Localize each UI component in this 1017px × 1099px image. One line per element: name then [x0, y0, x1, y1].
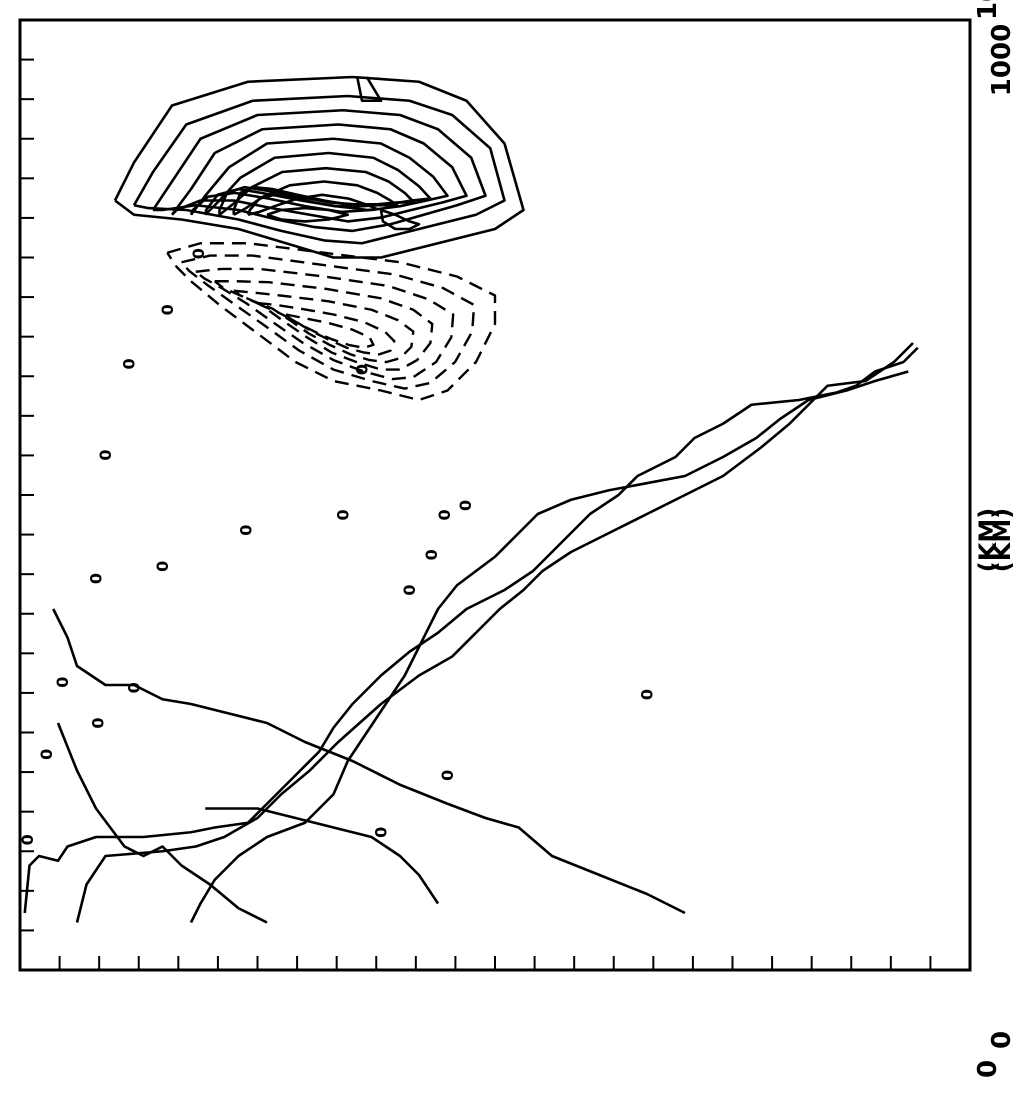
x-tick-label-max: 1000	[987, 24, 1017, 96]
contour-line-neg-5	[233, 289, 415, 364]
contour-label-zero: 0	[153, 561, 172, 572]
contour-line-pos-8	[232, 180, 400, 216]
contour-line-zero-right-lower	[205, 807, 440, 905]
y-axis-label: (KM)	[974, 508, 1002, 572]
tick-marks	[20, 58, 932, 970]
contour-line-pos-5	[189, 137, 449, 216]
contour-line-zero-left-edge	[23, 346, 919, 914]
x-tick-label-min: 0	[987, 1031, 1017, 1049]
contour-line-zero-second	[75, 342, 914, 923]
contour-line-pos-core-b	[379, 208, 421, 231]
contour-label-zero: 0	[88, 717, 107, 728]
contour-label-zero: 0	[37, 749, 56, 760]
contour-label-zero: 0	[125, 682, 144, 693]
contour-label-zero: 0	[638, 689, 657, 700]
contour-label-zero: 0	[456, 500, 475, 511]
y-tick-label-max: 1000	[973, 0, 1003, 20]
contour-line-zero-inner-trough	[189, 370, 909, 924]
contour-line-zero-right-upper	[52, 608, 686, 915]
contour-line-neg-3	[195, 267, 455, 381]
contour-line-pos-2	[132, 94, 506, 245]
contour-line-pos-core-a	[266, 206, 350, 223]
contour-label-zero: 0	[120, 358, 139, 369]
contour-line-pos-9	[246, 193, 379, 217]
contour-line-pos-1	[113, 75, 525, 259]
contour-line-pos-4	[170, 123, 468, 223]
contour-label-zero: 0	[422, 549, 441, 560]
x-axis-label: (KM)	[988, 508, 1016, 572]
contour-line-zero-small-loop	[355, 76, 383, 103]
contour-label-zero: 0	[96, 450, 115, 461]
contour-label-zero: 0	[237, 525, 256, 536]
contour-label-zero: 0	[334, 509, 353, 520]
contour-label-zero: 0	[353, 364, 372, 375]
contour-label-zero: 0	[189, 248, 208, 259]
contour-label-zero: 0	[372, 827, 391, 838]
contour-lines	[23, 75, 919, 924]
contour-line-neg-1	[166, 242, 497, 402]
contour-line-neg-2	[180, 254, 476, 390]
contour-label-zero: 0	[87, 573, 106, 584]
contour-label-zero: 0	[438, 770, 457, 781]
contour-label-zero: 0	[18, 834, 37, 845]
contour-label-zero: 0	[435, 509, 454, 520]
y-tick-label-min: 0	[973, 1060, 1003, 1078]
contour-label-zero: 0	[400, 584, 419, 595]
contour-line-zero-right-corner	[56, 722, 268, 924]
contour-line-pos-3	[151, 108, 487, 233]
contour-label-zero: 0	[53, 677, 72, 688]
contour-label-zero: 0	[158, 304, 177, 315]
contour-line-pos-7	[218, 166, 416, 216]
